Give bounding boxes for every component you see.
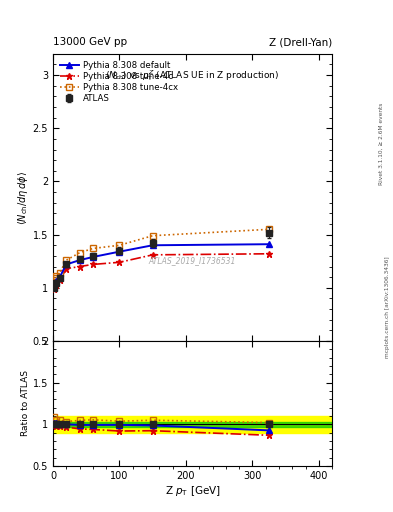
Line: Pythia 8.308 tune-4cx: Pythia 8.308 tune-4cx [51, 226, 272, 281]
Pythia 8.308 tune-4c [117, 259, 122, 265]
Text: mcplots.cern.ch [arXiv:1306.3436]: mcplots.cern.ch [arXiv:1306.3436] [385, 257, 389, 358]
X-axis label: Z $p_{\rm T}$ [GeV]: Z $p_{\rm T}$ [GeV] [165, 483, 220, 498]
Pythia 8.308 tune-4c [151, 252, 155, 258]
Pythia 8.308 default [64, 261, 69, 267]
Pythia 8.308 tune-4c [54, 282, 59, 288]
Line: Pythia 8.308 default: Pythia 8.308 default [51, 242, 272, 290]
Text: $\langle N_{\rm ch}\rangle$ vs $p_{\rm T}^Z$ (ATLAS UE in Z production): $\langle N_{\rm ch}\rangle$ vs $p_{\rm T… [105, 68, 280, 83]
Pythia 8.308 tune-4cx [52, 275, 57, 281]
Bar [53, 416, 332, 433]
Text: Z (Drell-Yan): Z (Drell-Yan) [269, 37, 332, 48]
Text: 13000 GeV pp: 13000 GeV pp [53, 37, 127, 48]
Pythia 8.308 default [151, 242, 155, 248]
Y-axis label: Ratio to ATLAS: Ratio to ATLAS [21, 371, 30, 436]
Pythia 8.308 default [117, 249, 122, 255]
Pythia 8.308 tune-4cx [90, 245, 95, 251]
Pythia 8.308 tune-4c [52, 286, 57, 292]
Pythia 8.308 tune-4cx [64, 257, 69, 263]
Line: Pythia 8.308 tune-4c: Pythia 8.308 tune-4c [51, 250, 272, 292]
Pythia 8.308 tune-4c [266, 251, 271, 257]
Pythia 8.308 default [54, 279, 59, 285]
Pythia 8.308 tune-4cx [57, 270, 62, 276]
Text: ATLAS_2019_I1736531: ATLAS_2019_I1736531 [149, 256, 236, 265]
Pythia 8.308 default [77, 257, 82, 263]
Pythia 8.308 tune-4cx [77, 250, 82, 256]
Bar [53, 422, 332, 427]
Legend: Pythia 8.308 default, Pythia 8.308 tune-4c, Pythia 8.308 tune-4cx, ATLAS: Pythia 8.308 default, Pythia 8.308 tune-… [57, 58, 181, 105]
Pythia 8.308 tune-4cx [54, 273, 59, 279]
Pythia 8.308 default [52, 284, 57, 290]
Pythia 8.308 tune-4cx [117, 242, 122, 248]
Pythia 8.308 tune-4c [57, 278, 62, 284]
Pythia 8.308 tune-4c [77, 264, 82, 270]
Pythia 8.308 default [266, 241, 271, 247]
Pythia 8.308 tune-4cx [266, 226, 271, 232]
Y-axis label: $\langle N_{\rm ch}/d\eta\,d\phi\rangle$: $\langle N_{\rm ch}/d\eta\,d\phi\rangle$ [16, 170, 30, 225]
Pythia 8.308 tune-4c [64, 266, 69, 272]
Text: Rivet 3.1.10, ≥ 2.6M events: Rivet 3.1.10, ≥ 2.6M events [379, 102, 384, 184]
Pythia 8.308 tune-4c [90, 261, 95, 267]
Pythia 8.308 tune-4cx [151, 232, 155, 239]
Pythia 8.308 default [90, 254, 95, 260]
Pythia 8.308 default [57, 274, 62, 280]
